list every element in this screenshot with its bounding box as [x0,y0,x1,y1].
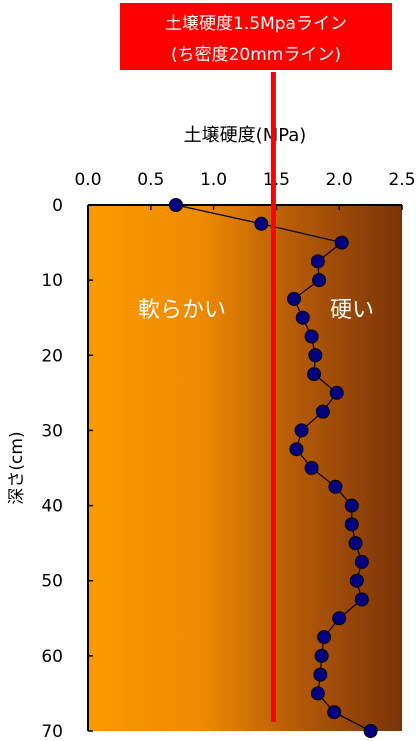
x-tick-label: 1.5 [263,170,290,190]
data-point [308,368,321,381]
data-point [290,443,303,456]
y-tick-label: 0 [52,196,63,216]
data-point [305,462,318,475]
y-tick-label: 20 [41,346,63,366]
y-tick-label: 60 [41,647,63,667]
x-tick-label: 1.0 [200,170,227,190]
data-point [355,593,368,606]
data-point [311,687,324,700]
data-point [255,217,268,230]
data-point [345,499,358,512]
data-point [305,330,318,343]
data-point [287,292,300,305]
soft-region-label: 軟らかい [138,292,226,324]
data-point [350,574,363,587]
data-point [345,518,358,531]
data-point [295,424,308,437]
y-tick-label: 50 [41,572,63,592]
y-axis-title: 深さ(cm) [7,431,27,504]
plot-area [88,205,402,731]
x-tick-label: 2.5 [388,170,415,190]
data-point [296,311,309,324]
x-tick-label: 2.0 [326,170,353,190]
y-tick-label: 40 [41,497,63,517]
data-point [316,405,329,418]
data-point [315,649,328,662]
y-tick-label: 30 [41,421,63,441]
data-point [329,480,342,493]
x-axis-title: 土壌硬度(MPa) [184,125,307,146]
data-point [309,349,322,362]
data-point [328,706,341,719]
data-point [169,199,182,212]
data-point [333,612,346,625]
x-tick-label: 0.0 [74,170,101,190]
x-tick-label: 0.5 [137,170,164,190]
data-point [335,236,348,249]
hard-region-label: 硬い [330,292,374,324]
callout-line-2: (ち密度20mmライン) [120,40,392,65]
data-point [313,274,326,287]
threshold-callout: 土壌硬度1.5Mpaライン (ち密度20mmライン) [120,3,392,70]
data-point [364,725,377,738]
callout-line-1: 土壌硬度1.5Mpaライン [120,9,392,34]
data-point [330,386,343,399]
y-tick-label: 70 [41,722,63,741]
data-point [311,255,324,268]
data-point [349,537,362,550]
data-point [314,668,327,681]
data-point [355,555,368,568]
data-point [318,631,331,644]
y-tick-label: 10 [41,271,63,291]
